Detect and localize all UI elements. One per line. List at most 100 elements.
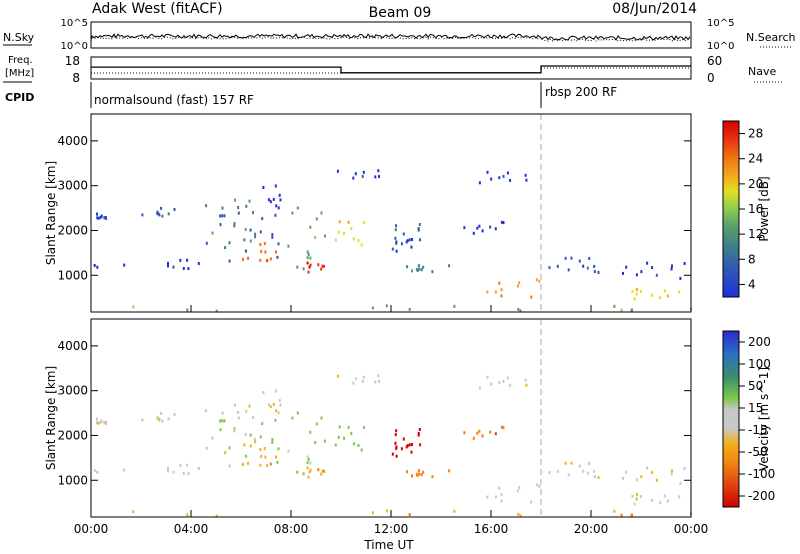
power-echo-cell xyxy=(354,172,357,176)
velocity-echo-cell xyxy=(228,464,231,468)
velocity-echo-cell xyxy=(659,501,662,505)
velocity-echo-cell xyxy=(489,430,492,434)
power-echo-cell xyxy=(377,169,380,173)
velocity-echo-cell xyxy=(564,461,567,465)
power-echo-cell xyxy=(100,214,103,218)
velocity-echo-cell xyxy=(324,439,326,443)
velocity-echo-cell xyxy=(417,432,420,435)
velocity-echo-cell xyxy=(314,441,317,444)
power-echo-cell xyxy=(489,225,492,229)
power-echo-cell xyxy=(173,208,176,211)
power-echo-cell xyxy=(314,236,317,239)
nave-label: Nave xyxy=(748,65,776,78)
velocity-echo-cell xyxy=(408,443,411,447)
velocity-echo-cell xyxy=(362,375,365,379)
velocity-echo-cell xyxy=(161,419,164,423)
power-echo-cell xyxy=(243,238,246,242)
power-echo-cell xyxy=(371,306,374,310)
power-echo-cell xyxy=(419,238,422,242)
power-colorbar-label: Power [dB] xyxy=(757,176,771,241)
power-echo-cell xyxy=(306,256,309,260)
velocity-echo-cell xyxy=(308,470,311,474)
velocity-echo-cell xyxy=(548,471,551,475)
power-echo-cell xyxy=(597,271,600,274)
power-echo-cell xyxy=(502,174,505,178)
velocity-echo-cell xyxy=(639,495,642,498)
velocity-echo-cell xyxy=(350,432,353,435)
velocity-echo-cell xyxy=(655,478,658,482)
velocity-echo-cell xyxy=(417,433,420,437)
cpid-row: CPID normalsound (fast) 157 RF rbsp 200 … xyxy=(5,82,617,108)
velocity-echo-cell xyxy=(219,428,222,432)
velocity-colorbar-label: Velocity [m s^-1] xyxy=(757,367,771,471)
power-echo-cell xyxy=(160,206,163,210)
velocity-colorbar-tick-label: 50 xyxy=(748,379,763,393)
velocity-echo-cell xyxy=(336,374,339,378)
velocity-echo-cell xyxy=(249,444,252,448)
velocity-echo-cell xyxy=(418,472,421,476)
velocity-echo-cell xyxy=(494,495,497,499)
velocity-echo-cell xyxy=(406,470,409,474)
power-echo-cell xyxy=(639,290,642,293)
velocity-echo-cell xyxy=(352,442,355,446)
power-echo-cell xyxy=(308,265,311,269)
power-echo-cell xyxy=(530,295,533,299)
power-echo-cell xyxy=(640,270,643,274)
power-echo-cell xyxy=(296,265,299,269)
power-echo-cell xyxy=(161,214,164,218)
velocity-echo-cell xyxy=(93,469,96,472)
power-echo-cell xyxy=(538,279,541,283)
velocity-echo-cell xyxy=(663,494,666,498)
velocity-y-tick-label: 1000 xyxy=(57,473,88,487)
power-echo-cell xyxy=(96,216,99,220)
velocity-echo-cell xyxy=(307,458,310,461)
power-echo-cell xyxy=(502,221,505,225)
velocity-echo-cell xyxy=(478,429,481,433)
power-echo-cell xyxy=(197,262,200,265)
velocity-echo-cell xyxy=(371,511,374,515)
velocity-echo-cell xyxy=(274,418,277,422)
power-echo-cell xyxy=(394,236,397,240)
power-echo-cell xyxy=(613,304,616,308)
power-echo-cell xyxy=(486,170,489,174)
velocity-echo-cell xyxy=(406,444,409,448)
velocity-echo-cell xyxy=(476,431,479,435)
velocity-echo-cell xyxy=(309,461,312,465)
x-axis-label: Time UT xyxy=(363,538,414,552)
power-echo-cell xyxy=(259,258,262,262)
velocity-echo-cell xyxy=(416,474,419,477)
power-echo-cell xyxy=(394,228,397,232)
time-axis: 00:00 04:00 08:00 12:00 16:00 20:00 00:00 xyxy=(74,305,708,536)
power-echo-cell xyxy=(622,271,624,275)
velocity-echo-cell xyxy=(453,509,456,513)
velocity-echo-cell xyxy=(360,448,363,452)
power-echo-cell xyxy=(274,213,277,217)
power-echo-cell xyxy=(663,289,666,293)
noise-right-tick-low: 10^0 xyxy=(707,41,734,52)
power-echo-cell xyxy=(309,256,312,260)
noise-left-tick-low: 10^0 xyxy=(61,41,88,52)
power-echo-cell xyxy=(635,273,638,277)
power-echo-cell xyxy=(186,308,189,312)
velocity-echo-cell xyxy=(405,445,408,449)
velocity-echo-cell xyxy=(317,468,320,472)
velocity-echo-cell xyxy=(123,468,126,472)
velocity-echo-cell xyxy=(636,493,638,497)
power-echo-cell xyxy=(352,237,355,241)
power-echo-cell xyxy=(271,233,274,236)
velocity-echo-cell xyxy=(272,402,275,406)
noise-left-tick-high: 10^5 xyxy=(61,18,88,29)
velocity-echo-cell xyxy=(385,509,388,513)
power-echo-cell xyxy=(296,206,299,210)
power-echo-cell xyxy=(567,268,570,272)
cpid-mode-2: rbsp 200 RF xyxy=(545,85,617,99)
velocity-echo-cell xyxy=(517,512,520,516)
power-echo-cell xyxy=(486,290,489,294)
velocity-echo-cell xyxy=(408,513,411,516)
velocity-echo-cell xyxy=(274,389,277,393)
power-echo-cell xyxy=(422,265,425,269)
freq-label-line1: Freq. xyxy=(8,55,33,66)
power-echo-cell xyxy=(593,264,596,268)
velocity-echo-cell xyxy=(266,464,269,468)
velocity-y-tick-label: 3000 xyxy=(57,384,88,398)
